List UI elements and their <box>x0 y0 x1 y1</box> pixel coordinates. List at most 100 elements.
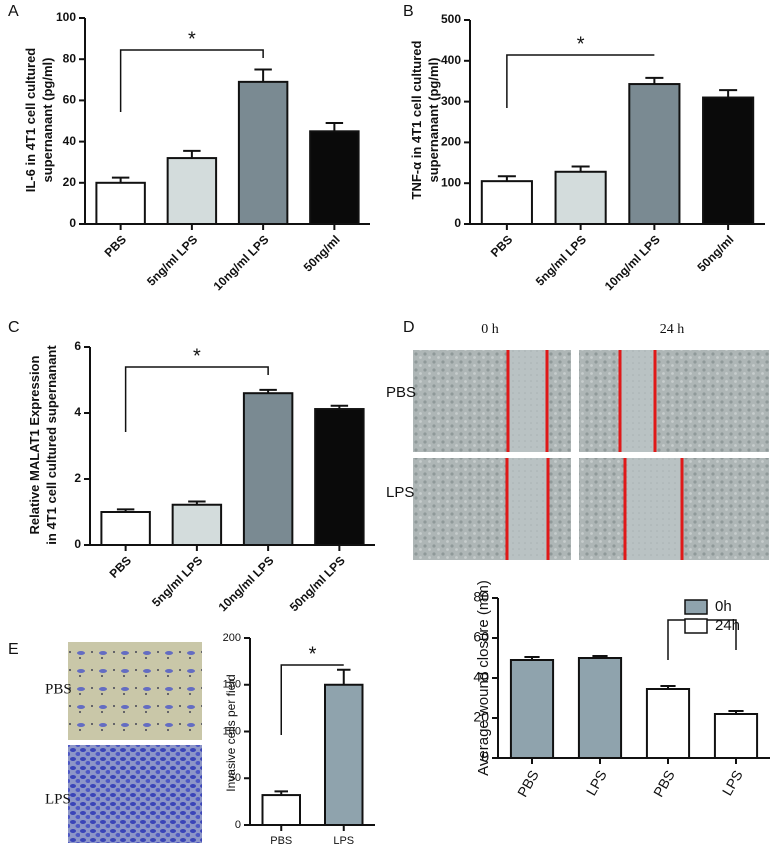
x-tick-label: PBS <box>514 767 542 799</box>
x-tick-label: PBS <box>102 232 129 259</box>
wound-edges <box>505 350 684 560</box>
bar <box>171 503 223 546</box>
y-tick-label: 40 <box>473 669 489 685</box>
error-bar <box>571 165 590 172</box>
error-bar <box>524 656 540 660</box>
bar <box>261 794 301 827</box>
x-tick-label: PBS <box>650 767 678 799</box>
error-bar <box>645 76 664 85</box>
image <box>508 458 548 560</box>
invasion-images <box>68 642 202 843</box>
panel-label: E <box>8 641 19 658</box>
image <box>626 458 681 560</box>
x-tick-label: PBS <box>488 232 515 259</box>
y-tick-label: 20 <box>63 175 77 189</box>
y-tick-label: 0 <box>235 819 241 831</box>
bar <box>100 511 151 546</box>
error-bar <box>337 668 351 685</box>
y-tick-label: 100 <box>56 10 76 24</box>
bar <box>509 659 555 759</box>
significance-bracket <box>280 664 344 735</box>
bar <box>702 96 755 225</box>
y-tick-label: 0 <box>74 537 81 551</box>
image-column-label: 24 h <box>660 322 685 337</box>
x-tick-label: LPS <box>333 835 354 847</box>
error-bar <box>254 68 272 82</box>
error-bar <box>592 655 608 658</box>
bar <box>324 683 364 826</box>
y-tick-label: 50 <box>229 772 241 784</box>
y-axis-label: TNF-α in 4T1 cell cultured <box>409 40 424 199</box>
error-bar <box>660 685 676 689</box>
x-tick-label: 50ng/ml LPS <box>287 553 348 614</box>
y-axis-label: Relative MALAT1 Expression <box>27 355 42 534</box>
y-tick-label: 300 <box>441 94 461 108</box>
y-axis-label: Average wound closure (mm) <box>475 580 492 776</box>
y-tick-label: 40 <box>63 134 77 148</box>
y-tick-label: 100 <box>441 175 461 189</box>
y-axis-label: in 4T1 cell cultured supernanant <box>44 345 59 545</box>
error-bar <box>259 388 277 394</box>
y-tick-label: 20 <box>473 709 489 725</box>
x-tick-label: PBS <box>270 835 292 847</box>
legend-swatch <box>684 599 708 615</box>
panel-label: C <box>8 319 20 336</box>
y-tick-label: 80 <box>63 51 77 65</box>
y-axis-label: supernanant (pg/ml) <box>40 58 55 183</box>
significance-bracket <box>506 54 655 108</box>
error-bar <box>497 175 516 182</box>
image <box>579 350 769 452</box>
x-tick-label: LPS <box>719 767 746 798</box>
image-row-label: LPS <box>45 791 71 807</box>
x-tick-label: 5ng/ml LPS <box>144 232 200 288</box>
y-tick-label: 2 <box>74 471 81 485</box>
error-bar <box>330 404 349 410</box>
legend-swatch <box>684 618 708 634</box>
y-tick-label: 100 <box>223 725 241 737</box>
y-tick-label: 4 <box>74 405 81 419</box>
y-tick-label: 200 <box>223 632 241 644</box>
panel-label: A <box>8 3 19 20</box>
image-row-label: PBS <box>386 384 416 401</box>
x-tick-label: 5ng/ml LPS <box>533 232 589 288</box>
x-tick-label: 10ng/ml LPS <box>211 232 272 293</box>
legend-label: 24h <box>715 617 740 634</box>
x-tick-label: 10ng/ml LPS <box>602 232 663 293</box>
error-bar <box>719 89 738 98</box>
bar <box>237 80 289 225</box>
y-tick-label: 0 <box>69 216 76 230</box>
y-axis-label: Invasive cells per field <box>224 674 238 791</box>
image <box>621 350 654 452</box>
y-tick-label: 60 <box>473 629 489 645</box>
significance-label: * <box>193 345 201 367</box>
x-tick-label: 50ng/ml <box>301 232 343 274</box>
y-tick-label: 400 <box>441 53 461 67</box>
y-tick-label: 60 <box>63 93 77 107</box>
bar <box>166 157 218 225</box>
y-tick-label: 0 <box>454 216 461 230</box>
bar <box>480 180 533 226</box>
bar <box>577 657 623 759</box>
x-tick-label: 10ng/ml LPS <box>216 553 277 614</box>
x-tick-label: 5ng/ml LPS <box>149 553 205 609</box>
bar <box>309 130 360 225</box>
error-bar <box>188 500 206 505</box>
bar <box>713 713 759 759</box>
error-bar <box>325 122 344 132</box>
y-tick-label: 500 <box>441 12 461 26</box>
significance-label: * <box>577 33 585 55</box>
image <box>509 350 547 452</box>
y-tick-label: 150 <box>223 679 241 691</box>
x-tick-label: LPS <box>583 767 610 798</box>
y-tick-label: 0 <box>481 749 489 765</box>
y-axis-label: IL-6 in 4T1 cell cultured <box>23 48 38 193</box>
error-bar <box>274 790 288 796</box>
panel-label: B <box>403 3 414 20</box>
significance-label: * <box>188 28 196 50</box>
image-row-label: PBS <box>45 681 72 697</box>
significance-bracket <box>124 366 269 432</box>
error-bar <box>728 710 744 714</box>
y-tick-label: 80 <box>473 589 489 605</box>
